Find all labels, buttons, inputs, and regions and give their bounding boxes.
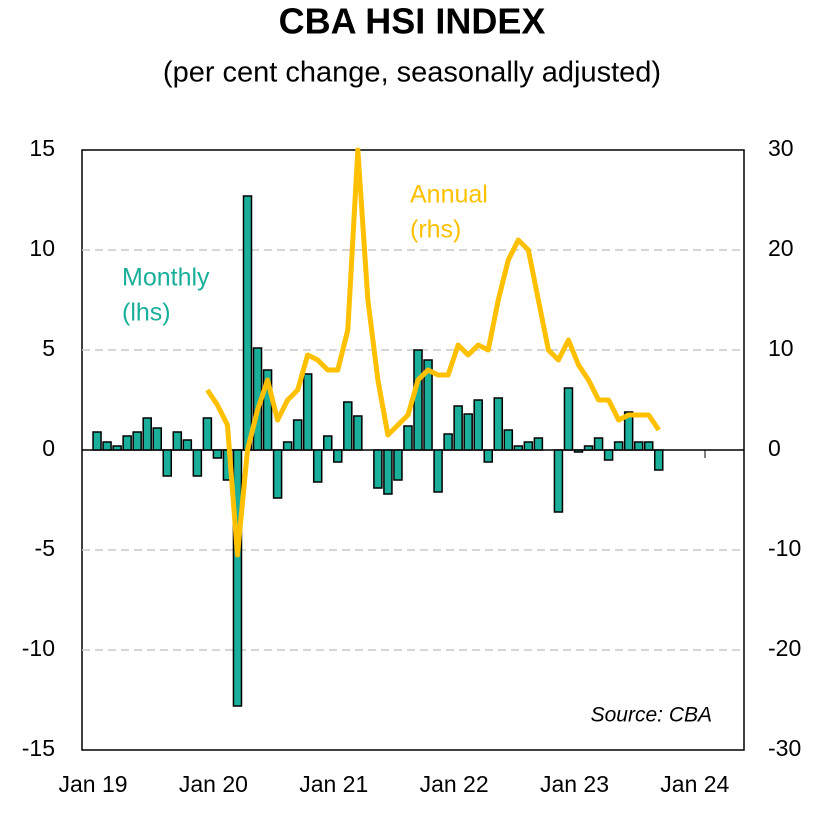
bar [433, 449, 443, 493]
bar [523, 441, 534, 451]
bar [262, 369, 273, 451]
bar [202, 417, 213, 451]
bar [132, 431, 142, 451]
bar [413, 349, 423, 451]
legend-label: Monthly [122, 264, 210, 292]
bar [302, 373, 313, 451]
x-tick-label: Jan 24 [660, 771, 729, 797]
bar [453, 405, 463, 451]
y2-tick-label: 20 [768, 235, 794, 261]
source-note: Source: CBA [591, 704, 712, 727]
bar [122, 435, 132, 451]
bar [473, 399, 483, 451]
bar [553, 449, 564, 513]
bar [383, 449, 393, 495]
y-tick-label: -15 [22, 735, 55, 761]
y2-tick-label: 10 [768, 335, 794, 361]
x-tick-label: Jan 21 [299, 771, 368, 797]
bar [653, 449, 664, 471]
bar [232, 449, 243, 707]
bar [403, 425, 413, 451]
y2-tick-label: 0 [768, 435, 781, 461]
bar [503, 429, 514, 451]
y-tick-label: 5 [42, 335, 55, 361]
annotation: (lhs) [122, 299, 171, 327]
bar [152, 427, 162, 451]
bar [613, 441, 624, 451]
bar [282, 441, 293, 451]
bar [333, 449, 343, 463]
y-tick-label: -5 [35, 535, 55, 561]
bar [92, 431, 102, 451]
y-tick-label: 15 [29, 135, 55, 161]
bar [272, 449, 283, 499]
bar [172, 431, 183, 451]
bar [633, 441, 644, 451]
bar [643, 441, 654, 451]
bar [423, 359, 433, 451]
bar [112, 445, 122, 451]
bar [603, 449, 614, 461]
bar [182, 439, 193, 451]
bar [212, 449, 223, 459]
bar [162, 449, 173, 477]
y2-tick-label: -20 [768, 635, 801, 661]
bar [563, 387, 574, 451]
chart-title: CBA HSI INDEX [279, 1, 546, 42]
bar [373, 449, 383, 489]
bar [513, 445, 524, 451]
bar [343, 401, 353, 451]
bar [623, 411, 634, 451]
bar [192, 449, 203, 477]
bar [292, 419, 303, 451]
bar [463, 413, 473, 451]
y2-tick-label: 30 [768, 135, 794, 161]
y-tick-label: 10 [29, 235, 55, 261]
annotation: (rhs) [410, 216, 461, 244]
x-tick-label: Jan 20 [179, 771, 248, 797]
y-tick-label: 0 [42, 435, 55, 461]
bar [393, 449, 403, 481]
bar [443, 433, 453, 451]
x-tick-label: Jan 23 [540, 771, 609, 797]
bar [583, 445, 594, 451]
bar [493, 397, 504, 451]
legend-label: Annual [410, 181, 488, 209]
chart-subtitle: (per cent change, seasonally adjusted) [163, 57, 661, 89]
bar [142, 417, 152, 451]
bar [102, 441, 112, 451]
x-tick-label: Jan 19 [58, 771, 127, 797]
bar [573, 449, 584, 453]
bar [242, 195, 253, 451]
bar [322, 435, 333, 451]
bar [483, 449, 493, 463]
bar [312, 449, 323, 483]
bar [533, 437, 544, 451]
bar [353, 415, 363, 451]
y-tick-label: -10 [22, 635, 55, 661]
x-tick-label: Jan 22 [420, 771, 489, 797]
y2-tick-label: -10 [768, 535, 801, 561]
line [205, 147, 661, 558]
bar [593, 437, 604, 451]
y2-tick-label: -30 [768, 735, 801, 761]
